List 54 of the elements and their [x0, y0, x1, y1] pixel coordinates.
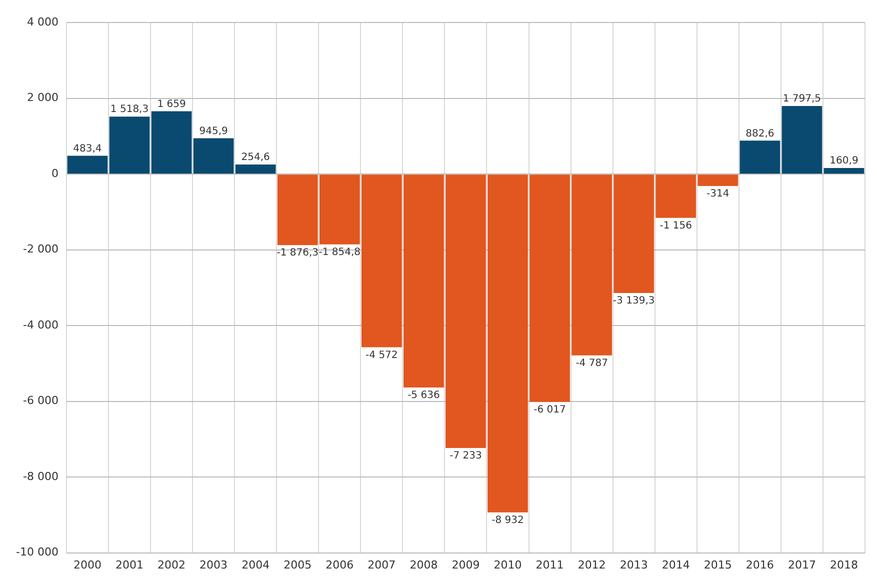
- x-tick-label: 2014: [662, 558, 690, 572]
- data-label: -8 932: [492, 514, 524, 526]
- y-tick-label: -6 000: [22, 394, 58, 408]
- x-tick-label: 2017: [788, 558, 816, 572]
- x-tick-label: 2002: [158, 558, 186, 572]
- x-tick-label: 2003: [200, 558, 228, 572]
- x-tick-label: 2008: [410, 558, 438, 572]
- data-label: -4 572: [366, 350, 398, 361]
- bar: [782, 106, 822, 174]
- x-tick-label: 2018: [830, 558, 858, 572]
- data-label: -5 636: [408, 390, 440, 402]
- x-tick-label: 2005: [284, 558, 312, 572]
- x-tick-label: 2006: [326, 558, 354, 572]
- data-label: 882,6: [746, 128, 774, 140]
- data-label: 1 659: [157, 98, 186, 110]
- x-tick-label: 2015: [704, 558, 732, 572]
- x-tick-label: 2011: [536, 558, 564, 572]
- data-label: -1 876,3: [276, 248, 319, 259]
- y-tick-label: -10 000: [16, 546, 58, 559]
- bar: [824, 168, 864, 174]
- y-tick-label: 2 000: [26, 91, 58, 104]
- x-tick-label: 2016: [746, 558, 774, 572]
- x-tick-label: 2007: [368, 558, 396, 572]
- data-label: -7 233: [450, 450, 482, 462]
- data-label: 160,9: [830, 156, 858, 167]
- data-label: 254,6: [241, 152, 270, 164]
- y-tick-label: 0: [51, 166, 58, 180]
- bar: [109, 116, 150, 174]
- x-tick-label: 2000: [73, 558, 102, 572]
- x-tick-label: 2009: [452, 558, 480, 572]
- data-label: -3 139,3: [612, 296, 655, 307]
- y-tick-label: 4 000: [26, 15, 58, 28]
- data-label: -1 156: [660, 220, 692, 232]
- y-tick-label: -2 000: [22, 242, 58, 256]
- data-label: -4 787: [576, 358, 608, 369]
- bar: [67, 156, 108, 174]
- x-tick-label: 2001: [116, 558, 144, 572]
- bar: [235, 164, 276, 174]
- x-tick-label: 2012: [578, 558, 606, 572]
- x-tick-label: 2004: [242, 558, 270, 572]
- data-label: -314: [706, 188, 730, 200]
- bar: [740, 140, 780, 174]
- y-tick-label: -8 000: [22, 470, 58, 483]
- bar: [193, 138, 234, 174]
- data-label: 1 518,3: [110, 104, 149, 116]
- x-tick-label: 2013: [620, 558, 648, 572]
- data-label: 945,9: [199, 126, 228, 137]
- y-tick-label: -4 000: [22, 318, 58, 332]
- data-label: -6 017: [534, 404, 566, 416]
- data-label: 483,4: [73, 143, 102, 154]
- bar: [151, 111, 192, 174]
- data-label: -1 854,8: [318, 246, 361, 258]
- x-tick-label: 2010: [494, 558, 522, 572]
- data-label: 1 797,5: [782, 94, 822, 105]
